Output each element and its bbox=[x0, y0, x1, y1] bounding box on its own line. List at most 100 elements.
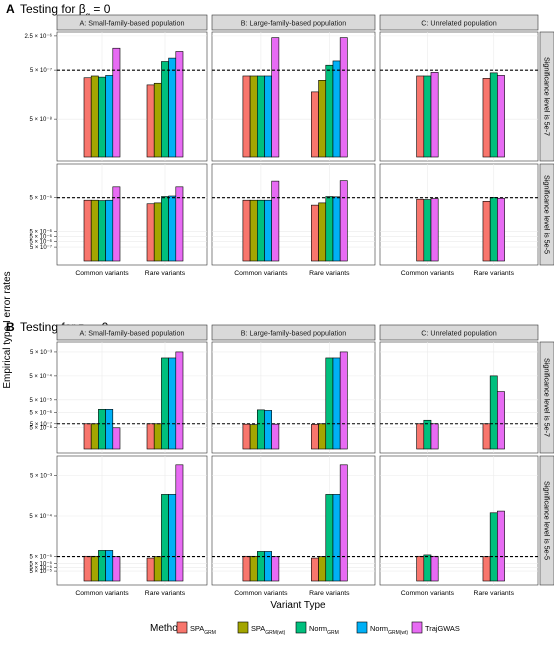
bar-spa-grm bbox=[416, 198, 425, 262]
bar-trajgwas bbox=[339, 464, 348, 582]
y-axis-label: Empirical type I error rates bbox=[2, 271, 13, 388]
bar-norm-grmwt bbox=[105, 550, 114, 582]
bar-norm-grmwt bbox=[168, 57, 177, 158]
legend-label: SPAGRM(wt) bbox=[251, 624, 286, 636]
facet-strip-1-1 bbox=[211, 324, 376, 341]
bar-trajgwas bbox=[430, 198, 439, 262]
x-tick-label: Rare variants bbox=[474, 590, 515, 597]
facet-strip-1-2 bbox=[379, 324, 539, 341]
bar-norm-grmwt bbox=[105, 409, 114, 450]
y-tick-label: 5 × 10⁻⁷ bbox=[30, 421, 52, 428]
bar-norm-grm bbox=[98, 76, 106, 158]
legend-label-name: Norm bbox=[370, 624, 388, 633]
facet-strip-1-0 bbox=[56, 324, 208, 341]
legend-swatch bbox=[237, 621, 249, 634]
x-tick-label: Common variants bbox=[401, 270, 455, 277]
bar-norm-grm bbox=[161, 61, 169, 158]
facet-panel bbox=[56, 341, 208, 454]
y-tick-label: 5 × 10⁻⁵ bbox=[29, 560, 52, 567]
facet-strip-0-0 bbox=[56, 14, 208, 31]
bar-norm-grm bbox=[325, 196, 334, 262]
bar-norm-grm bbox=[423, 554, 432, 582]
bar-spa-grm bbox=[416, 555, 425, 582]
section-letter-a: A bbox=[6, 2, 15, 16]
row-strip-label: Significance level is 5e-5 bbox=[543, 481, 552, 560]
y-tick-label: 5 × 10⁻⁵ bbox=[29, 554, 52, 561]
bar-spa-grmwt bbox=[153, 202, 162, 262]
bar-trajgwas bbox=[112, 427, 121, 450]
bar-trajgwas bbox=[430, 423, 439, 450]
bar-norm-grm bbox=[256, 75, 265, 158]
y-tick-label: 5 × 10⁻⁶ bbox=[30, 409, 53, 416]
legend-swatch bbox=[176, 621, 188, 634]
bar-spa-grm bbox=[242, 199, 251, 262]
bar-norm-grmwt bbox=[168, 357, 177, 450]
bar-norm-grm bbox=[423, 199, 432, 262]
bar-trajgwas bbox=[497, 391, 505, 450]
legend-label-sub: GRM bbox=[204, 630, 216, 636]
bar-trajgwas bbox=[497, 510, 505, 582]
bar-norm-grm bbox=[256, 409, 265, 450]
bar-norm-grmwt bbox=[264, 199, 272, 262]
bar-spa-grm bbox=[83, 555, 92, 582]
y-tick-label: 5 × 10⁻⁷ bbox=[30, 244, 52, 251]
bar-spa-grm bbox=[146, 557, 155, 582]
x-tick-label: Rare variants bbox=[474, 270, 515, 277]
facet-panel bbox=[211, 31, 376, 162]
row-strip-label: Significance level is 5e-7 bbox=[543, 57, 552, 136]
bar-norm-grm bbox=[161, 494, 169, 582]
y-tick-label: 5 × 10⁻⁸ bbox=[29, 116, 52, 123]
bar-spa-grmwt bbox=[249, 199, 258, 262]
facet-panel bbox=[379, 341, 539, 454]
bar-norm-grmwt bbox=[264, 551, 272, 582]
bar-norm-grm bbox=[423, 75, 432, 158]
x-tick-label: Common variants bbox=[75, 590, 129, 597]
bar-spa-grm bbox=[311, 91, 319, 158]
bar-spa-grm bbox=[311, 557, 319, 582]
facet-strip-label: B: Large-family-based population bbox=[241, 329, 346, 338]
bar-norm-grmwt bbox=[105, 199, 114, 262]
legend-swatch bbox=[295, 621, 307, 634]
bar-norm-grm bbox=[489, 72, 498, 158]
facet-panel bbox=[211, 163, 376, 266]
facet-strip-0-1 bbox=[211, 14, 376, 31]
bar-norm-grm bbox=[98, 409, 106, 450]
bar-norm-grm bbox=[256, 551, 265, 582]
bar-norm-grm bbox=[256, 199, 265, 262]
bar-norm-grm bbox=[489, 375, 498, 450]
row-strip bbox=[539, 341, 554, 454]
bar-norm-grm bbox=[489, 197, 498, 262]
y-tick-label: 5 × 10⁻³ bbox=[30, 473, 52, 479]
bar-trajgwas bbox=[339, 351, 348, 450]
y-tick-label: 5 × 10⁻⁵ bbox=[29, 397, 52, 404]
bar-spa-grmwt bbox=[318, 80, 327, 158]
x-tick-label: Common variants bbox=[401, 590, 455, 597]
legend-swatch bbox=[356, 621, 368, 634]
bar-spa-grmwt bbox=[90, 555, 99, 582]
bar-spa-grmwt bbox=[318, 556, 327, 582]
bar-spa-grm bbox=[146, 84, 155, 158]
bar-spa-grmwt bbox=[249, 424, 258, 450]
facet-strip-label: A: Small-family-based population bbox=[79, 329, 184, 338]
bar-norm-grmwt bbox=[332, 196, 341, 262]
legend-label: SPAGRM bbox=[190, 624, 216, 636]
legend-label-name: Norm bbox=[309, 624, 327, 633]
bar-spa-grm bbox=[311, 204, 319, 262]
bar-trajgwas bbox=[430, 72, 439, 158]
bar-spa-grm bbox=[83, 77, 92, 158]
bar-spa-grm bbox=[482, 423, 491, 450]
bar-trajgwas bbox=[112, 556, 121, 582]
row-strip bbox=[539, 31, 554, 162]
bar-norm-grmwt bbox=[264, 410, 272, 450]
legend-label-name: SPA bbox=[251, 624, 265, 633]
bar-spa-grm bbox=[83, 199, 92, 262]
bar-norm-grm bbox=[325, 357, 334, 450]
bar-norm-grmwt bbox=[332, 357, 341, 450]
y-tick-label: 5 × 10⁻⁷ bbox=[30, 67, 52, 74]
x-tick-label: Rare variants bbox=[309, 270, 350, 277]
y-tick-label: 5 × 10⁻⁵ bbox=[29, 564, 52, 571]
section-letter-b: B bbox=[6, 320, 15, 334]
bar-trajgwas bbox=[175, 464, 184, 582]
bar-trajgwas bbox=[497, 75, 505, 158]
bar-norm-grmwt bbox=[264, 75, 272, 158]
